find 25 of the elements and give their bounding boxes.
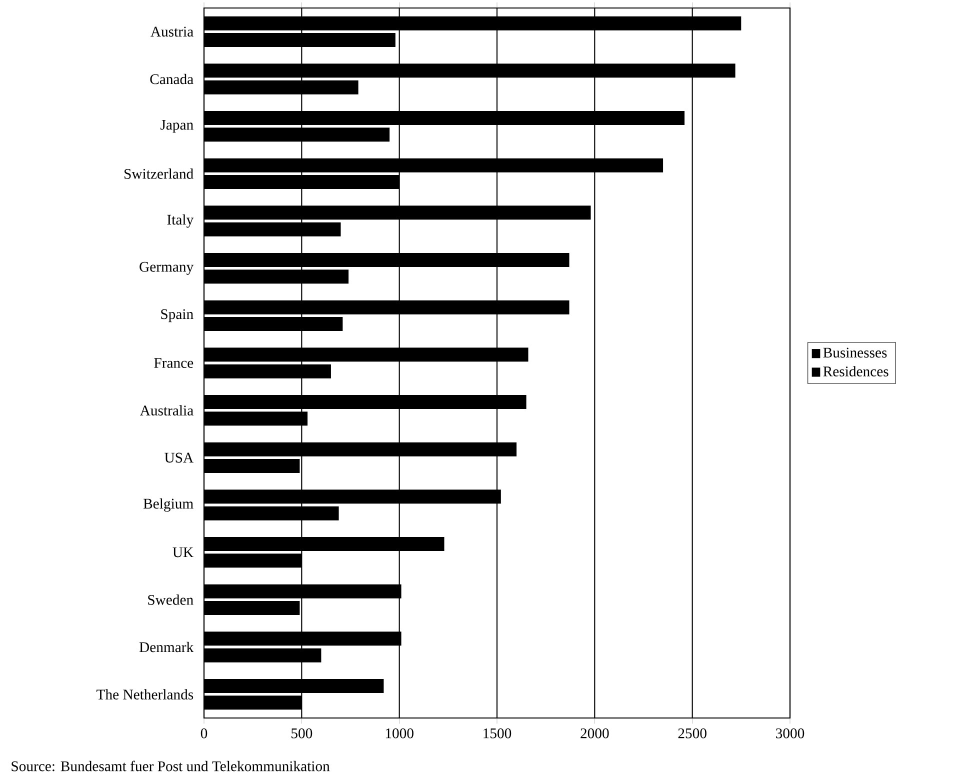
x-tick-label: 0 [200, 728, 208, 738]
y-tick-label: Canada [150, 74, 194, 84]
y-tick-label: Denmark [139, 642, 194, 652]
y-tick-label: Austria [150, 26, 194, 37]
legend-label: Residences [823, 366, 888, 376]
y-tick-label: USA [164, 452, 194, 463]
x-tick-label: 2000 [580, 728, 609, 738]
y-tick-label: Belgium [144, 498, 194, 512]
y-tick-label: UK [172, 547, 194, 558]
y-tick-label: Germany [140, 262, 194, 275]
y-tick-label: Australia [140, 405, 194, 416]
y-tick-label: France [154, 358, 194, 368]
x-tick-label: 1000 [386, 728, 414, 738]
x-tick-label: 500 [292, 728, 312, 738]
y-tick-label: Spain [161, 309, 194, 322]
y-tick-label: Switzerland [124, 168, 194, 179]
y-tick-label: The Netherlands [96, 689, 194, 700]
x-tick-label: 2500 [678, 728, 706, 738]
y-tick-label: Japan [160, 120, 194, 133]
source-note: Source: Bundesamt fuer Post und Telekommunikation [12, 760, 330, 772]
legend-label: Businesses [823, 348, 887, 358]
y-tick-label: Sweden [148, 594, 194, 605]
y-tick-label: Italy [167, 214, 194, 228]
x-tick-label: 3000 [776, 728, 804, 738]
x-tick-label: 1500 [484, 728, 512, 738]
